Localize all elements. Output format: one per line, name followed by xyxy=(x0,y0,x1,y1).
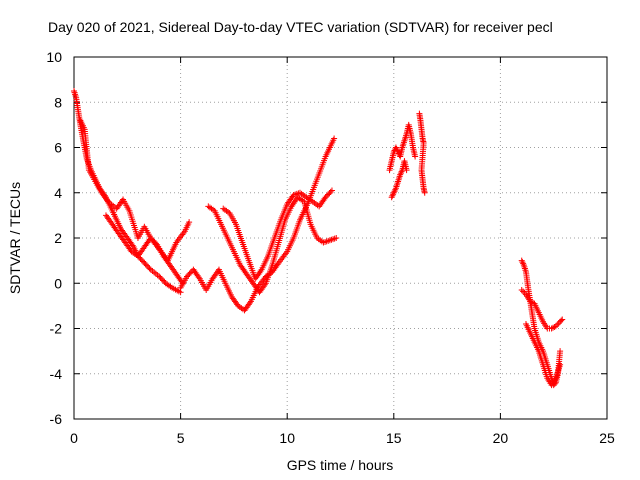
data-point-seg6 xyxy=(322,194,329,201)
y-tick-label: -6 xyxy=(50,411,63,427)
data-point-seg1 xyxy=(160,277,167,284)
x-tick-label: 25 xyxy=(599,430,615,446)
data-point-seg11 xyxy=(549,324,556,331)
data-point-seg8 xyxy=(403,167,410,174)
y-tick-label: -4 xyxy=(50,366,63,382)
y-tick-label: 4 xyxy=(54,185,62,201)
x-tick-label: 0 xyxy=(70,430,78,446)
data-point-seg1 xyxy=(140,258,147,265)
data-point-seg3 xyxy=(150,237,157,244)
y-tick-label: 0 xyxy=(54,275,62,291)
mark-layer xyxy=(71,87,566,389)
data-point-seg3 xyxy=(151,239,158,246)
y-tick-label: -2 xyxy=(50,321,63,337)
x-tick-label: 5 xyxy=(177,430,185,446)
y-tick-label: 8 xyxy=(54,94,62,110)
data-point-seg11 xyxy=(559,316,566,323)
data-point-seg3 xyxy=(149,236,156,243)
data-point-seg6 xyxy=(327,188,334,195)
data-point-seg1 xyxy=(157,274,164,281)
data-point-seg7 xyxy=(412,153,419,160)
data-point-seg3 xyxy=(152,240,159,247)
data-point-seg1 xyxy=(156,273,163,280)
grid-layer xyxy=(74,57,607,419)
data-point-seg11 xyxy=(520,288,527,295)
data-point-seg6 xyxy=(328,187,335,194)
data-point-seg1 xyxy=(141,259,148,266)
chart-title: Day 020 of 2021, Sidereal Day-to-day VTE… xyxy=(48,19,553,35)
data-point-seg12 xyxy=(557,361,564,368)
y-tick-label: 6 xyxy=(54,140,62,156)
data-point-seg4 xyxy=(183,273,190,280)
data-point-seg9 xyxy=(421,189,428,196)
tick-layer: 0 5 10 15 20 25 -6 -4 -2 0 2 4 6 8 10 xyxy=(46,49,615,446)
y-axis-label: SDTVAR / TECUs xyxy=(7,182,23,294)
data-point-seg1 xyxy=(145,263,152,270)
y-tick-label: 10 xyxy=(46,49,62,65)
x-tick-label: 20 xyxy=(493,430,509,446)
data-point-seg6 xyxy=(326,190,333,197)
data-point-seg3 xyxy=(147,235,154,241)
x-tick-label: 10 xyxy=(279,430,295,446)
data-point-seg2 xyxy=(186,219,193,226)
data-point-seg1 xyxy=(142,261,149,268)
data-point-seg1 xyxy=(146,265,153,272)
data-point-seg10 xyxy=(557,348,564,355)
data-point-seg5 xyxy=(333,235,340,241)
data-point-seg1 xyxy=(143,262,150,269)
data-point-seg1 xyxy=(138,257,145,264)
data-point-seg1 xyxy=(158,276,165,283)
data-point-seg11 xyxy=(518,287,525,294)
data-point-seg11 xyxy=(558,317,565,324)
y-tick-label: 2 xyxy=(54,230,62,246)
x-tick-label: 15 xyxy=(386,430,402,446)
data-point-seg6 xyxy=(323,192,330,199)
data-point-seg6 xyxy=(325,191,332,198)
data-point-seg4 xyxy=(186,270,193,277)
data-point-seg4 xyxy=(331,135,338,142)
plot-frame xyxy=(73,56,608,420)
data-point-seg4 xyxy=(185,272,192,279)
x-axis-label: GPS time / hours xyxy=(287,457,394,473)
data-point-seg1 xyxy=(137,255,144,262)
